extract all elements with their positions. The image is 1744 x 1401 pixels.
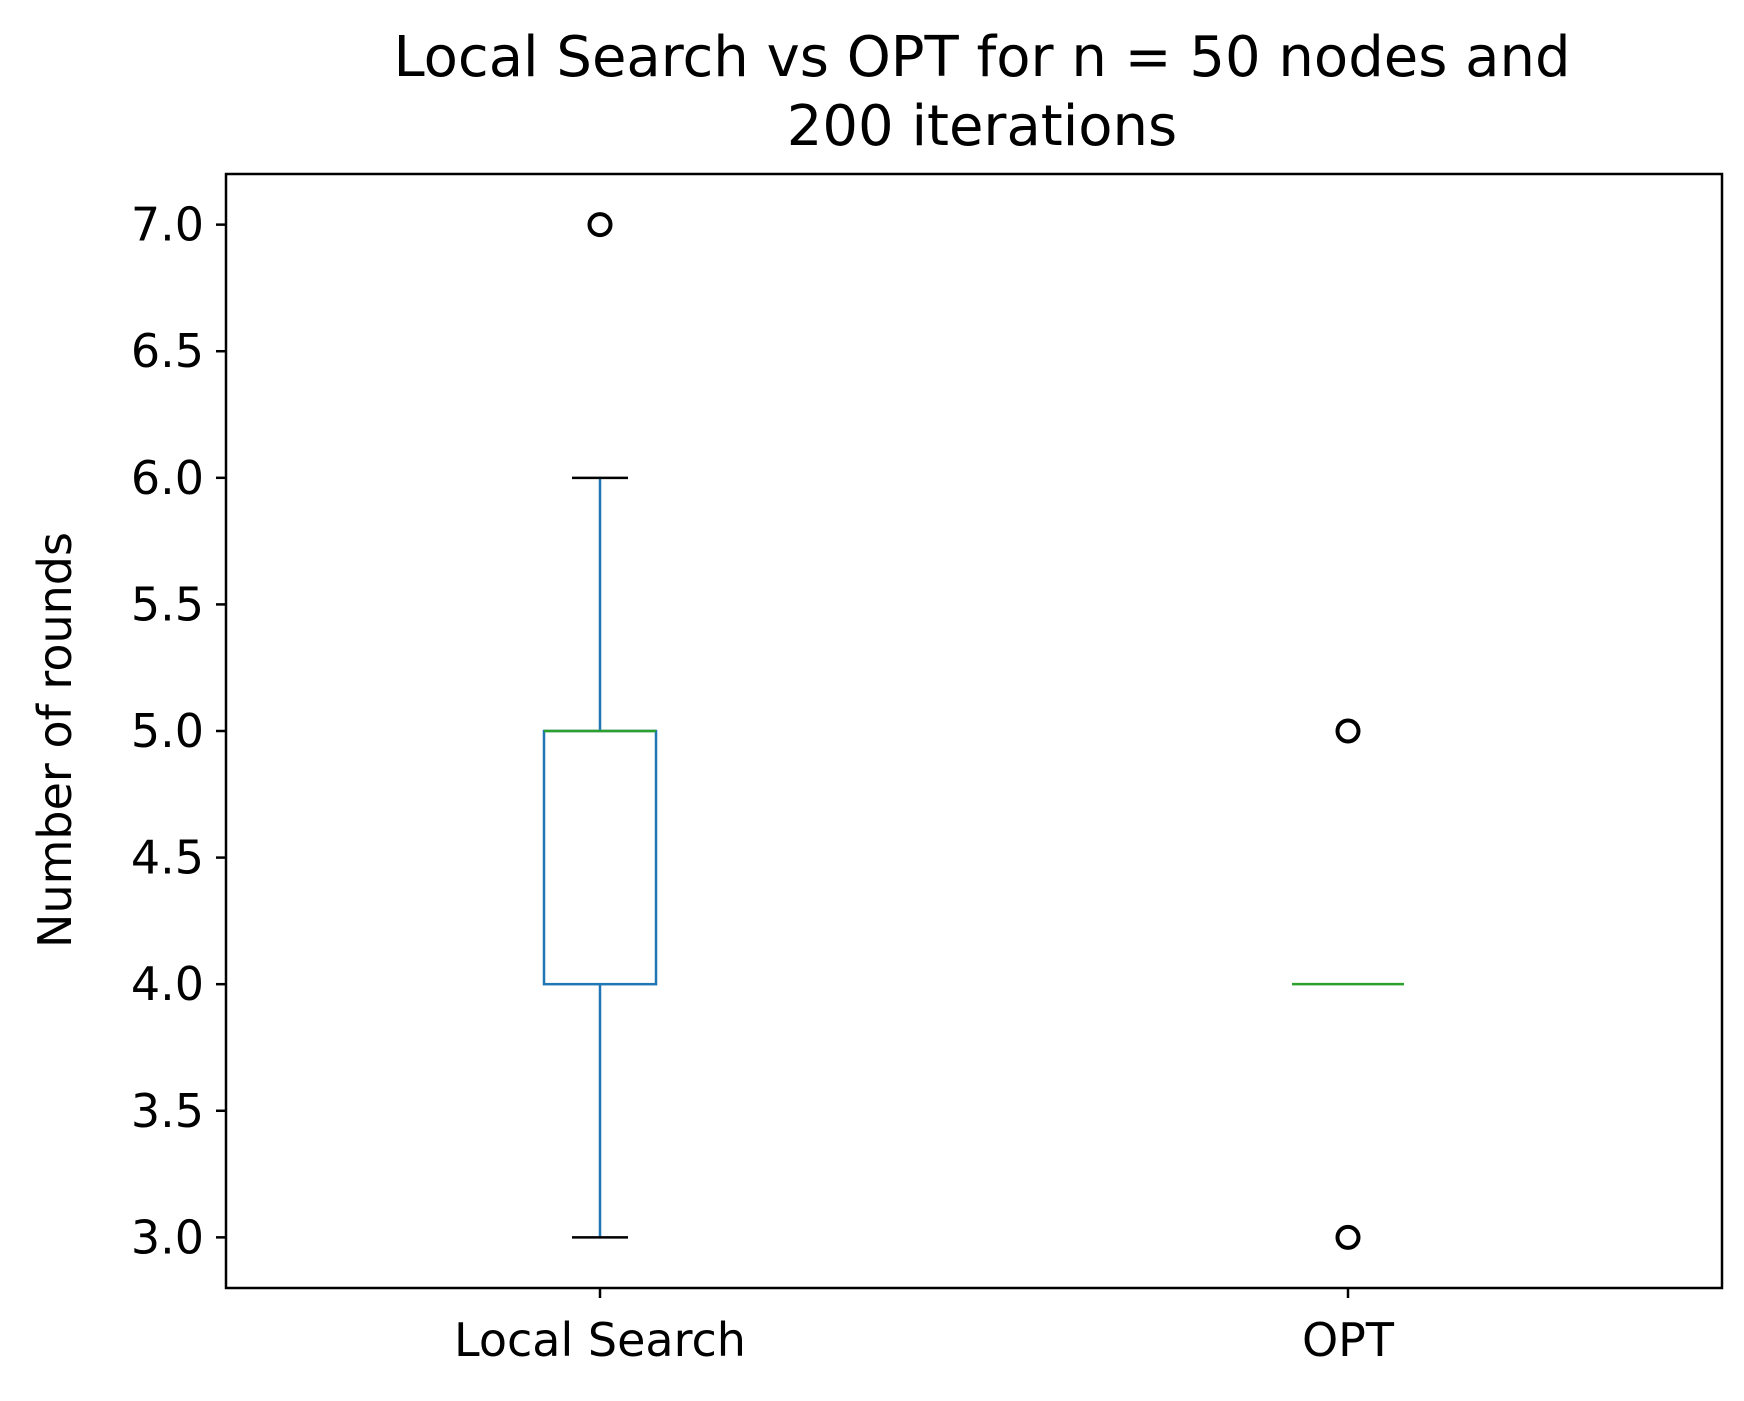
chart-title-line-1: Local Search vs OPT for n = 50 nodes and — [393, 25, 1570, 90]
y-tick-label: 4.5 — [131, 831, 204, 885]
y-tick-label: 4.0 — [131, 957, 204, 1011]
outlier-point — [1335, 718, 1361, 744]
y-tick-label: 7.0 — [131, 198, 204, 252]
x-tick-label: Local Search — [454, 1313, 746, 1367]
chart-title-line-2: 200 iterations — [787, 94, 1177, 159]
y-tick-label: 6.0 — [131, 451, 204, 505]
y-tick-label: 5.0 — [131, 704, 204, 758]
y-tick-label: 3.0 — [131, 1210, 204, 1264]
plot-frame — [224, 172, 1724, 1290]
outlier-point — [1335, 1224, 1361, 1250]
box-iqr — [542, 729, 658, 986]
y-tick-label: 5.5 — [131, 577, 204, 631]
y-tick-label: 6.5 — [131, 324, 204, 378]
y-axis-label: Number of rounds — [28, 532, 82, 948]
outlier-point — [587, 212, 613, 238]
chart-marks: 3.0 3.5 4.0 4.5 5.0 5.5 6.0 6.5 7.0 Local Search O… — [131, 198, 1404, 1367]
y-tick-label: 3.5 — [131, 1084, 204, 1138]
x-tick-label: OPT — [1302, 1313, 1395, 1367]
